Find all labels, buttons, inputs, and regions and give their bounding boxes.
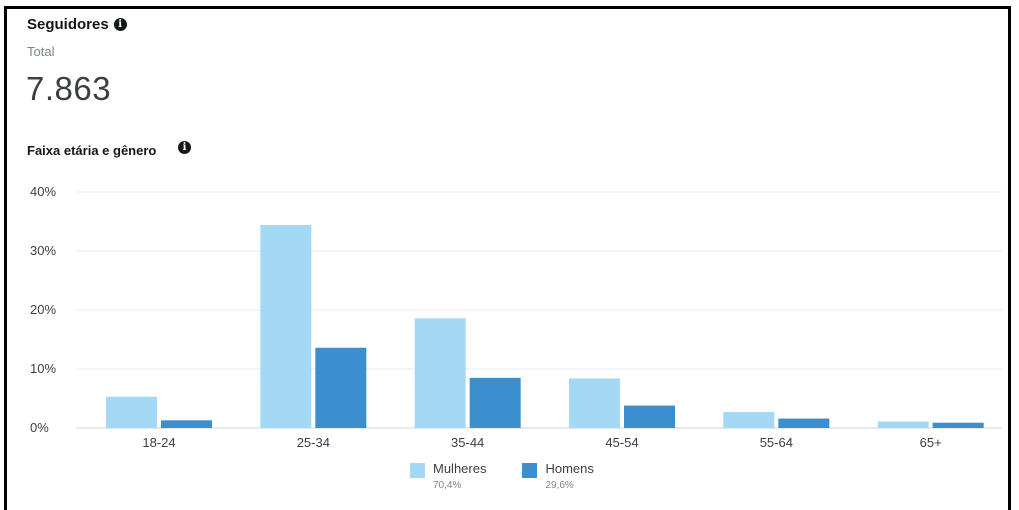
bar-women-55-64[interactable]	[723, 412, 775, 428]
chart-title: Faixa etária e gênero	[27, 143, 157, 158]
x-tick-label: 35-44	[451, 435, 484, 450]
x-tick-label: 65+	[920, 435, 942, 450]
legend-label-women: Mulheres	[433, 461, 487, 476]
bar-men-35-44[interactable]	[469, 377, 521, 428]
bar-women-65+[interactable]	[877, 421, 929, 428]
legend-item-men[interactable]: Homens 29,6%	[522, 461, 594, 491]
bar-women-35-44[interactable]	[414, 318, 466, 428]
bar-men-18-24[interactable]	[161, 420, 212, 428]
bar-men-45-54[interactable]	[624, 405, 675, 428]
y-tick-label: 20%	[30, 302, 56, 317]
chart-legend: Mulheres 70,4% Homens 29,6%	[410, 461, 594, 491]
followers-title: Seguidores	[27, 16, 109, 33]
legend-share-men: 29,6%	[545, 480, 574, 491]
x-tick-label: 55-64	[760, 435, 793, 450]
x-tick-label: 45-54	[605, 435, 638, 450]
followers-header: Seguidores i	[27, 16, 127, 33]
legend-swatch-women	[410, 463, 425, 478]
legend-swatch-men	[522, 463, 538, 478]
y-tick-label: 40%	[30, 184, 56, 199]
bar-men-25-34[interactable]	[315, 347, 367, 428]
y-tick-label: 10%	[30, 361, 56, 376]
bar-women-45-54[interactable]	[569, 378, 620, 428]
legend-share-women: 70,4%	[433, 480, 462, 491]
total-value: 7.863	[26, 70, 112, 107]
bar-women-18-24[interactable]	[106, 396, 157, 428]
x-tick-label: 18-24	[142, 435, 175, 450]
x-tick-label: 25-34	[297, 435, 330, 450]
legend-label-men: Homens	[545, 461, 594, 476]
y-tick-label: 0%	[30, 420, 49, 435]
bar-men-65+[interactable]	[932, 422, 984, 428]
info-icon[interactable]: i	[178, 141, 191, 154]
y-tick-label: 30%	[30, 243, 56, 258]
bar-women-25-34[interactable]	[260, 225, 312, 428]
legend-item-women[interactable]: Mulheres 70,4%	[410, 461, 486, 491]
total-label: Total	[27, 44, 55, 59]
info-icon[interactable]: i	[113, 18, 127, 31]
bar-men-55-64[interactable]	[778, 418, 830, 428]
